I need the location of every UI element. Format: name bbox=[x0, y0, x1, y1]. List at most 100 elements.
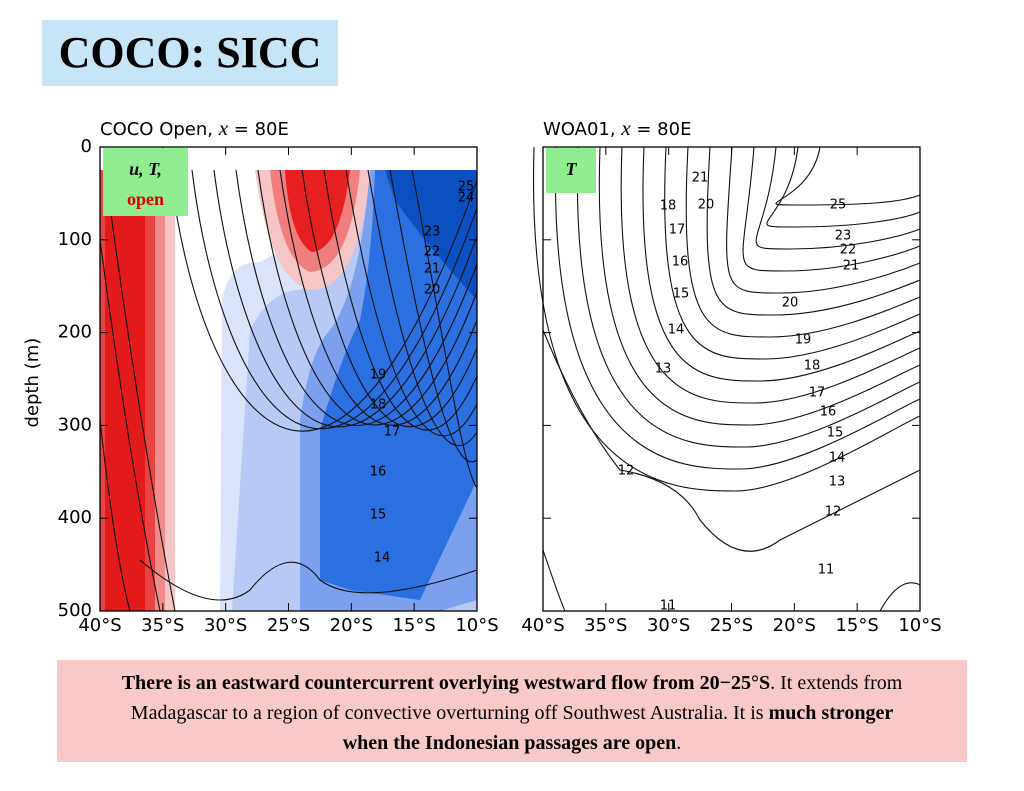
contour-label: 25 bbox=[830, 198, 847, 213]
contour-label: 11 bbox=[818, 563, 835, 578]
contour-line bbox=[533, 146, 921, 492]
y-tick-label: 300 bbox=[58, 414, 92, 435]
badge bbox=[546, 148, 596, 193]
x-tick-label: 35°S bbox=[584, 615, 627, 636]
contour-line bbox=[554, 146, 921, 470]
panel-title: WOA01, x = 80E bbox=[543, 116, 691, 140]
contour-label: 13 bbox=[829, 475, 846, 490]
x-tick-label: 20°S bbox=[773, 615, 816, 636]
contour-line bbox=[576, 146, 921, 448]
contour-label: 21 bbox=[843, 259, 860, 274]
contour-line bbox=[139, 559, 478, 601]
contour-line bbox=[257, 169, 478, 426]
contour-label: 20 bbox=[424, 283, 441, 298]
contour-label: 23 bbox=[424, 225, 441, 240]
contour-label: 19 bbox=[795, 333, 812, 348]
x-tick-label: 30°S bbox=[204, 615, 247, 636]
contour-label: 14 bbox=[668, 323, 685, 338]
slide-title: COCO: SICC bbox=[42, 20, 338, 86]
title-part: x bbox=[620, 116, 631, 140]
contour-line bbox=[99, 419, 131, 612]
contour-line bbox=[755, 146, 921, 250]
westward-region bbox=[320, 170, 477, 600]
badge-vars: T bbox=[566, 159, 578, 179]
contour-line bbox=[301, 169, 478, 428]
contour-line bbox=[726, 146, 921, 294]
title-part: x bbox=[218, 116, 229, 140]
x-tick-label: 15°S bbox=[835, 615, 878, 636]
title-part: = 80E bbox=[631, 119, 692, 140]
x-tick-label: 40°S bbox=[521, 615, 564, 636]
contour-label: 24 bbox=[458, 191, 475, 206]
x-tick-label: 10°S bbox=[455, 615, 498, 636]
x-tick-label: 25°S bbox=[710, 615, 753, 636]
y-tick-label: 0 bbox=[81, 136, 92, 157]
x-tick-label: 40°S bbox=[78, 615, 121, 636]
contour-label: 12 bbox=[825, 505, 842, 520]
contour-line bbox=[766, 146, 921, 228]
y-tick-label: 100 bbox=[58, 229, 92, 250]
contour-label: 15 bbox=[827, 426, 844, 441]
contour-line bbox=[345, 169, 478, 437]
contour-label: 16 bbox=[370, 465, 387, 480]
title-part: = 80E bbox=[228, 119, 289, 140]
contour-label: 14 bbox=[374, 551, 391, 566]
contour-line bbox=[775, 146, 921, 206]
contour-line bbox=[323, 169, 478, 431]
contour-line bbox=[279, 169, 478, 426]
contour-line bbox=[99, 239, 161, 612]
contour-label: 22 bbox=[424, 245, 441, 260]
caption-part: . It extends from Madagascar to a region… bbox=[130, 672, 903, 724]
contour-label: 11 bbox=[660, 599, 677, 614]
y-tick-label: 200 bbox=[58, 322, 92, 343]
contour-line bbox=[213, 169, 478, 428]
contour-label: 17 bbox=[809, 386, 826, 401]
contour-label: 21 bbox=[424, 262, 441, 277]
contour-line bbox=[685, 146, 921, 338]
caption: There is an eastward countercurrent over… bbox=[57, 660, 967, 762]
contour-label: 23 bbox=[835, 229, 852, 244]
contour-label: 18 bbox=[660, 199, 677, 214]
contour-line bbox=[664, 146, 921, 360]
contour-label: 17 bbox=[384, 425, 401, 440]
contour-label: 15 bbox=[673, 287, 690, 302]
contour-line bbox=[706, 146, 921, 316]
contour-line bbox=[104, 169, 176, 612]
x-tick-label: 25°S bbox=[267, 615, 310, 636]
contour-label: 14 bbox=[829, 451, 846, 466]
x-tick-label: 30°S bbox=[647, 615, 690, 636]
contour-line bbox=[367, 169, 478, 447]
title-part: COCO Open, bbox=[100, 119, 219, 140]
contour-line bbox=[191, 169, 478, 430]
contour-label: 25 bbox=[458, 180, 475, 195]
x-tick-label: 20°S bbox=[330, 615, 373, 636]
contour-line bbox=[542, 329, 921, 552]
badge-word: open bbox=[127, 189, 164, 209]
panel-title: COCO Open, x = 80E bbox=[100, 116, 289, 140]
y-axis-label: depth (m) bbox=[22, 338, 43, 428]
contour-line bbox=[411, 169, 478, 489]
contour-label: 16 bbox=[820, 405, 837, 420]
contour-line bbox=[169, 169, 478, 432]
caption-part: much stronger when the Indonesian passag… bbox=[342, 702, 894, 754]
countercurrent bbox=[285, 170, 350, 252]
contour-line bbox=[235, 169, 478, 426]
contour-label: 13 bbox=[655, 362, 672, 377]
contour-line bbox=[542, 549, 921, 612]
contour-label: 12 bbox=[618, 464, 635, 479]
contour-line bbox=[620, 146, 921, 404]
y-tick-label: 400 bbox=[58, 507, 92, 528]
title-part: WOA01, bbox=[543, 119, 621, 140]
contour-label: 20 bbox=[782, 296, 799, 311]
badge-vars: u, T, bbox=[129, 159, 162, 179]
contour-line bbox=[742, 146, 921, 272]
x-tick-label: 10°S bbox=[898, 615, 941, 636]
caption-part: There is an eastward countercurrent over… bbox=[121, 672, 771, 694]
contour-line bbox=[642, 146, 921, 382]
caption-part: . bbox=[676, 732, 682, 754]
contour-line bbox=[598, 146, 921, 426]
x-tick-label: 35°S bbox=[141, 615, 184, 636]
contour-label: 18 bbox=[804, 359, 821, 374]
contour-label: 22 bbox=[840, 243, 857, 258]
